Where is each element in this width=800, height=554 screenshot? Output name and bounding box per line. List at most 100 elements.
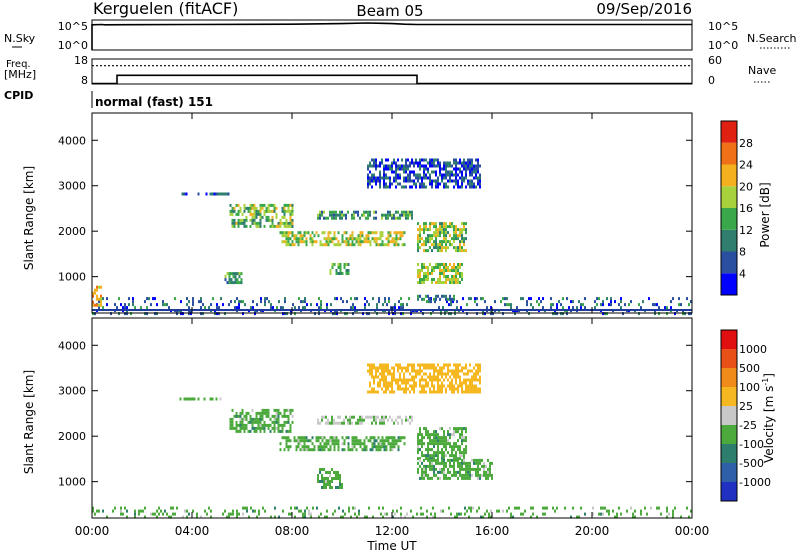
power-cell [402,303,404,307]
power-cell [383,167,385,171]
power-cell [427,170,429,174]
velocity-cell [413,363,415,367]
velocity-cell [208,506,210,510]
velocity-cell [453,470,455,474]
power-cell [431,158,433,162]
velocity-cell [389,390,391,394]
velocity-cell [264,509,266,513]
power-cell [413,161,415,165]
velocity-cell [463,439,465,443]
velocity-cell [363,445,366,449]
power-cell [419,237,421,241]
velocity-cell [409,421,411,425]
velocity-cell [410,509,412,513]
power-cell [411,179,413,183]
power-cell [427,234,429,238]
velocity-cell [283,420,286,424]
power-cell [421,269,423,272]
power-cell [455,167,457,171]
velocity-cell [473,461,475,465]
velocity-cell [347,448,350,452]
power-cell [377,237,380,241]
velocity-cell [433,363,435,367]
power-cell [233,218,236,222]
power-cell [371,164,373,168]
power-cell [431,234,433,238]
velocity-cell [313,445,316,449]
power-cell [642,300,644,304]
power-cell [381,234,384,238]
power-cell [455,231,457,235]
power-cell [299,240,302,244]
power-cell [285,234,288,238]
power-cell [427,240,429,244]
velocity-cell [259,411,262,415]
velocity-cell [435,366,437,370]
velocity-cell [451,378,453,382]
velocity-cell [343,418,345,422]
power-cell [200,297,202,301]
velocity-cell [331,436,334,440]
power-colorbar-segment [721,164,737,187]
power-cell [459,167,461,171]
power-cell [245,215,248,219]
velocity-cell [449,375,451,379]
power-cell [337,243,340,247]
power-cell [283,209,286,213]
velocity-cell [381,418,383,422]
velocity-cell [453,448,455,452]
power-cell [469,170,471,174]
power-cell [423,182,425,186]
velocity-cell [273,426,276,430]
velocity-cell [238,512,240,516]
velocity-cell [391,442,394,446]
velocity-cell [262,506,264,510]
velocity-cell [259,417,262,421]
power-cell [283,215,286,219]
velocity-cell [247,411,250,415]
velocity-cell [473,375,475,379]
power-cell [399,164,401,168]
velocity-cell [441,458,443,462]
velocity-cell [431,458,433,462]
power-cell [132,297,134,301]
power-cell [140,306,142,310]
power-cell [439,228,441,232]
power-cell [435,222,437,226]
power-cell [353,210,355,214]
power-cell [343,231,346,235]
velocity-cell [249,420,252,424]
velocity-cell [447,476,449,480]
velocity-cell [239,426,242,430]
power-cell [389,185,391,189]
power-cell [435,179,437,183]
power-cell [247,206,250,210]
power-cell [395,161,397,165]
velocity-cell [337,439,340,443]
velocity-cell [342,515,344,519]
power-cell [363,237,366,241]
velocity-cell [453,461,455,465]
time-tick-label: 12:00 [375,524,410,538]
velocity-cell [475,458,477,462]
velocity-cell [439,439,441,443]
velocity-cell [429,442,431,446]
velocity-cell [417,457,419,461]
power-cell [341,237,344,241]
velocity-cell [451,390,453,394]
velocity-cell [421,442,423,446]
velocity-cell [277,423,280,427]
power-cell [375,164,377,168]
velocity-cell [339,421,341,425]
velocity-cell [308,509,310,513]
velocity-cell [435,430,437,434]
power-cell [365,237,368,241]
power-cell [409,210,411,214]
velocity-cell [431,384,433,388]
power-cell [180,312,182,316]
velocity-cell [263,426,266,430]
velocity-cell [369,366,371,370]
velocity-cell [287,448,290,452]
velocity-cell [369,436,372,440]
power-cell [311,240,314,244]
